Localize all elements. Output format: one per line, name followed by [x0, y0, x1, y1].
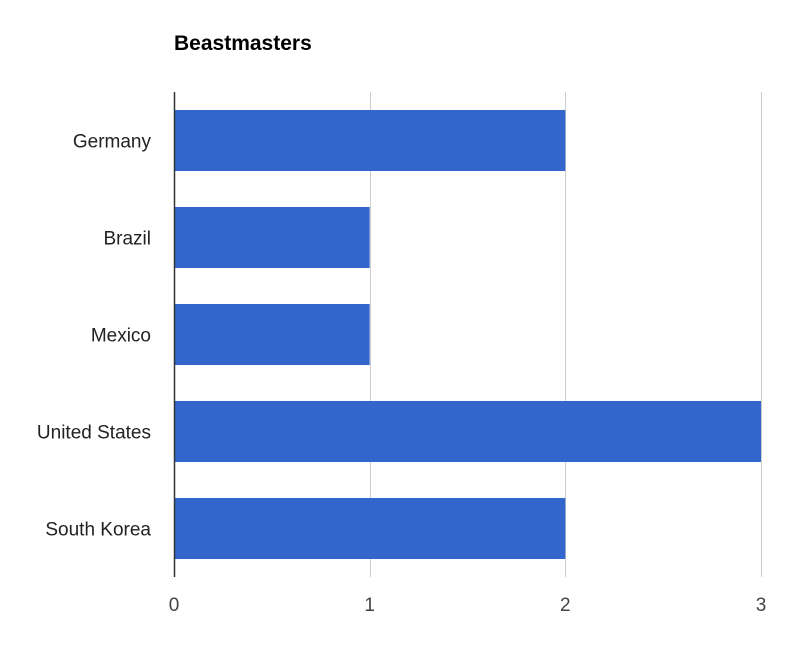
category-label: Mexico	[91, 326, 151, 347]
x-tick-label: 1	[364, 595, 375, 616]
category-label: United States	[37, 423, 151, 444]
x-tick-label: 2	[560, 595, 571, 616]
bar-mexico	[174, 304, 370, 365]
x-tick-label: 3	[756, 595, 767, 616]
category-label: South Korea	[45, 520, 151, 541]
bar-south-korea	[174, 498, 566, 559]
bar-united-states	[174, 401, 761, 462]
bar-brazil	[174, 207, 370, 268]
category-label: Germany	[73, 132, 152, 153]
category-label: Brazil	[103, 229, 151, 250]
x-tick-label: 0	[169, 595, 180, 616]
chart-title: Beastmasters	[174, 32, 312, 55]
bar-germany	[174, 110, 566, 171]
